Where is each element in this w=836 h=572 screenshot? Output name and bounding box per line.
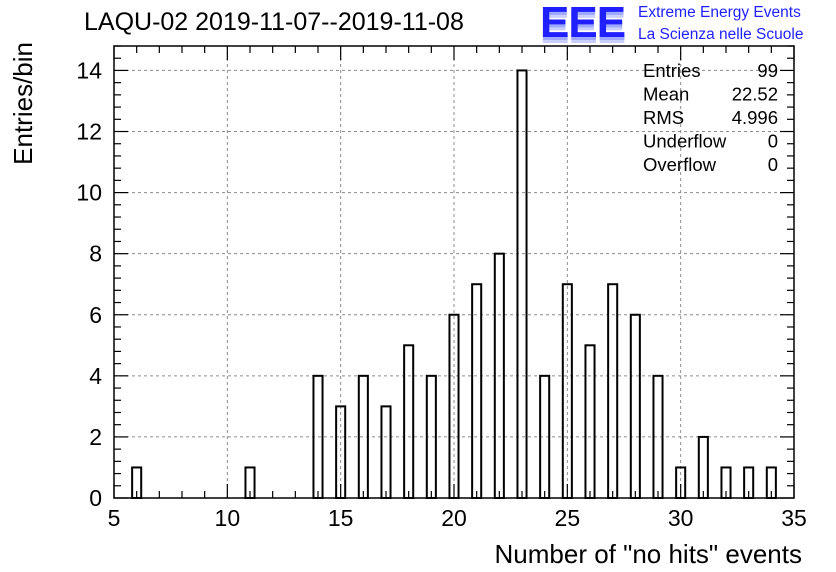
stats-label: Entries — [643, 60, 701, 81]
histogram-bar — [607, 283, 619, 499]
logo-line-1: Extreme Energy Events — [638, 4, 801, 21]
x-tick-label: 30 — [668, 505, 694, 531]
y-tick-label: 2 — [89, 424, 102, 450]
histogram-bar — [471, 283, 483, 499]
x-tick-label: 10 — [215, 505, 241, 531]
x-axis-label: Number of "no hits" events — [495, 539, 803, 569]
x-tick-label: 25 — [555, 505, 581, 531]
stats-label: Underflow — [643, 131, 727, 152]
x-tick-label: 20 — [441, 505, 467, 531]
stats-value: 4.996 — [732, 107, 778, 128]
histogram-bar — [380, 405, 392, 500]
logo-line-2: La Scienza nelle Scuole — [638, 26, 804, 43]
histogram-bar — [697, 435, 709, 499]
y-tick-label: 4 — [89, 363, 102, 389]
y-tick-label: 10 — [76, 180, 102, 206]
x-tick-label: 35 — [781, 505, 807, 531]
y-tick-label: 6 — [89, 302, 102, 328]
eee-logo: EEE Extreme Energy Events La Scienza nel… — [540, 0, 830, 47]
stats-value: 0 — [768, 131, 778, 152]
y-axis-label: Entries/bin — [8, 42, 38, 165]
axis-tick-labels: 5 10 15 20 25 30 35 0 2 4 6 8 10 12 14 — [76, 57, 806, 531]
x-tick-label: 5 — [108, 505, 121, 531]
histogram-bar — [629, 313, 641, 499]
chart-title: LAQU-02 2019-11-07--2019-11-08 — [84, 8, 464, 36]
y-tick-label: 14 — [76, 57, 102, 83]
y-tick-label: 8 — [89, 241, 102, 267]
histogram-bar — [516, 69, 528, 499]
stats-value: 99 — [757, 60, 778, 81]
histogram-bar — [584, 344, 596, 499]
stats-value: 22.52 — [732, 84, 778, 105]
stats-label: RMS — [643, 107, 684, 128]
stats-label: Overflow — [643, 154, 717, 175]
eee-logo-letters: EEE — [540, 0, 626, 47]
axis-ticks — [113, 45, 795, 499]
y-tick-label: 12 — [76, 119, 102, 145]
x-tick-label: 15 — [328, 505, 354, 531]
stats-value: 0 — [768, 154, 778, 175]
y-tick-label: 0 — [89, 485, 102, 511]
grid-lines — [114, 46, 794, 498]
stats-label: Mean — [643, 84, 689, 105]
histogram-bar — [403, 344, 415, 499]
